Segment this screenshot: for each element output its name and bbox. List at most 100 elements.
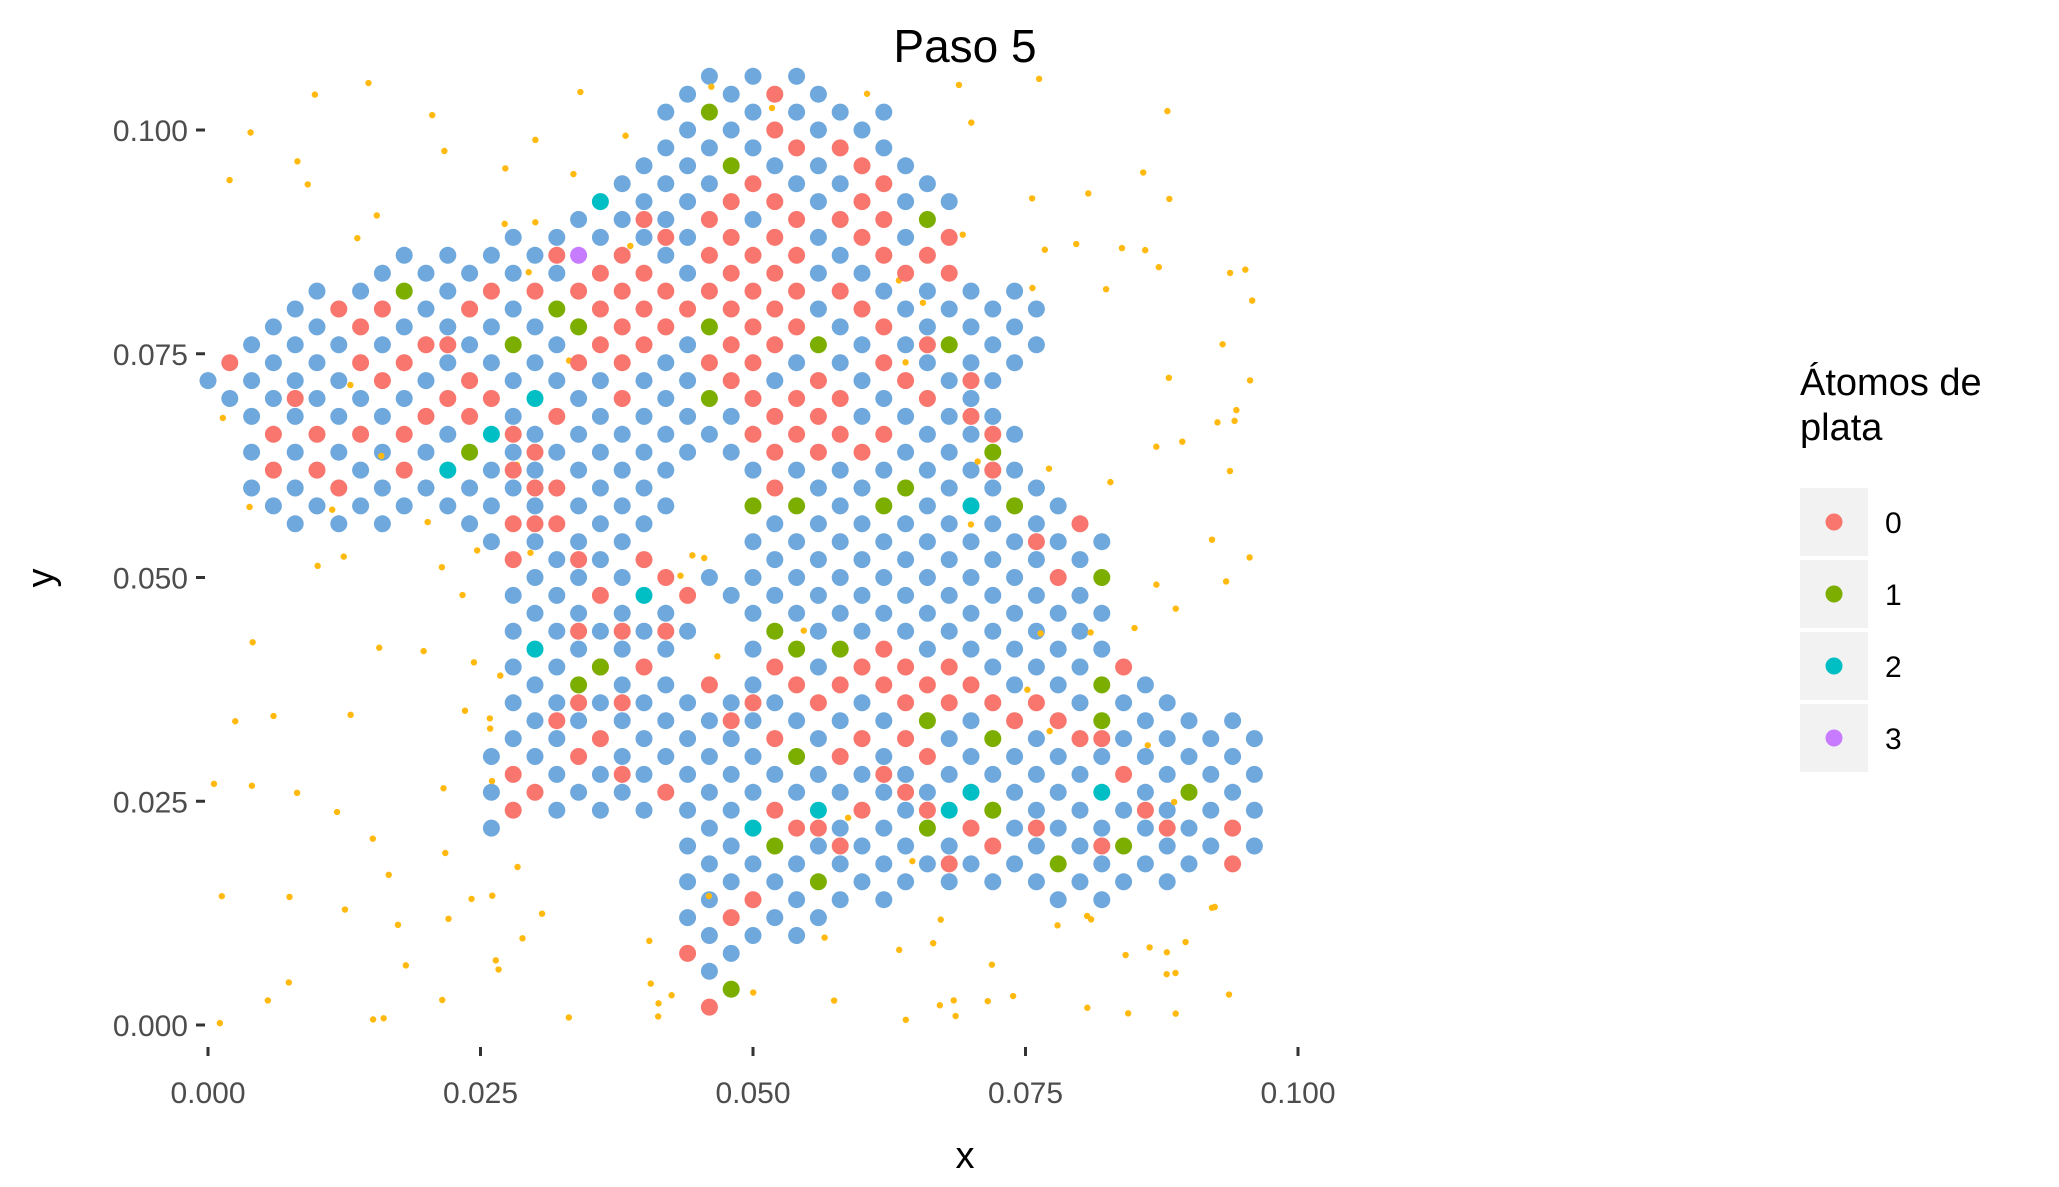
- lattice-point: [700, 748, 718, 765]
- data-point-series-1: [809, 873, 827, 891]
- lattice-point: [330, 443, 348, 461]
- lattice-point: [264, 318, 282, 336]
- silver-atom-point: [354, 234, 361, 242]
- plot-area: [199, 67, 1263, 1027]
- lattice-point: [1202, 837, 1220, 855]
- lattice-point: [635, 372, 653, 390]
- lattice-point: [788, 712, 806, 730]
- data-point-series-0: [766, 407, 784, 425]
- lattice-point: [504, 658, 522, 676]
- silver-atom-point: [439, 996, 446, 1004]
- data-point-series-0: [1093, 837, 1111, 855]
- silver-atom-point: [1246, 554, 1253, 561]
- lattice-point: [788, 855, 806, 873]
- lattice-point: [264, 390, 282, 407]
- data-point-series-0: [875, 318, 893, 336]
- lattice-point: [940, 622, 958, 640]
- lattice-point: [1049, 676, 1067, 694]
- lattice-point: [461, 515, 479, 533]
- lattice-point: [809, 300, 827, 318]
- lattice-point: [831, 855, 849, 873]
- lattice-point: [526, 497, 544, 515]
- lattice-point: [1006, 354, 1024, 372]
- silver-atom-point: [347, 381, 354, 389]
- lattice-point: [570, 604, 588, 622]
- data-point-series-0: [897, 658, 915, 676]
- data-point-series-0: [766, 300, 784, 318]
- lattice-point: [679, 121, 697, 139]
- data-point-series-0: [352, 425, 370, 443]
- lattice-point: [570, 712, 588, 730]
- data-point-series-0: [853, 801, 871, 819]
- lattice-point: [548, 372, 566, 390]
- data-point-series-1: [700, 103, 718, 121]
- silver-atom-point: [501, 220, 508, 228]
- lattice-point: [286, 407, 304, 425]
- lattice-point: [1006, 604, 1024, 622]
- data-point-series-0: [962, 407, 980, 425]
- data-point-series-0: [722, 712, 740, 730]
- silver-atom-point: [293, 789, 301, 797]
- data-point-series-0: [526, 282, 544, 300]
- silver-atom-point: [445, 915, 452, 923]
- silver-atom-point: [210, 780, 218, 788]
- lattice-point: [548, 622, 566, 640]
- lattice-point: [679, 228, 697, 246]
- lattice-point: [940, 873, 958, 891]
- lattice-point: [1180, 748, 1198, 765]
- silver-atom-point: [895, 946, 903, 954]
- lattice-point: [657, 354, 675, 372]
- silver-atom-point: [1146, 944, 1153, 951]
- data-point-series-1: [395, 282, 413, 300]
- silver-atom-point: [627, 242, 634, 250]
- lattice-point: [853, 551, 871, 569]
- data-point-series-0: [657, 228, 675, 246]
- silver-atom-point: [385, 871, 392, 879]
- lattice-point: [809, 85, 827, 103]
- lattice-point: [264, 354, 282, 372]
- lattice-point: [657, 175, 675, 193]
- lattice-point: [940, 551, 958, 569]
- data-point-series-0: [657, 318, 675, 336]
- lattice-point: [809, 551, 827, 569]
- lattice-point: [809, 121, 827, 139]
- lattice-point: [788, 783, 806, 801]
- lattice-point: [831, 175, 849, 193]
- lattice-point: [1027, 336, 1045, 354]
- silver-atom-point: [525, 269, 532, 276]
- lattice-point: [657, 712, 675, 730]
- chart-title: Paso 5: [893, 20, 1036, 72]
- silver-atom-point: [1231, 417, 1238, 425]
- data-point-series-0: [548, 479, 566, 497]
- data-point-series-0: [700, 676, 718, 694]
- legend-label: 3: [1885, 723, 1902, 756]
- data-point-series-0: [591, 586, 609, 604]
- lattice-point: [766, 372, 784, 390]
- silver-atom-point: [376, 644, 383, 651]
- data-point-series-0: [788, 282, 806, 300]
- lattice-point: [1093, 533, 1111, 551]
- silver-atom-point: [1144, 742, 1151, 749]
- lattice-point: [373, 336, 391, 354]
- lattice-point: [548, 765, 566, 783]
- data-point-series-0: [570, 282, 588, 300]
- data-point-series-1: [504, 336, 522, 354]
- lattice-point: [744, 927, 762, 944]
- lattice-point: [853, 264, 871, 282]
- lattice-point: [1093, 855, 1111, 873]
- silver-atom-point: [565, 1014, 573, 1021]
- lattice-point: [722, 837, 740, 855]
- lattice-point: [1071, 694, 1089, 712]
- silver-atom-point: [1087, 629, 1094, 636]
- y-tick-label: 0.100: [113, 115, 188, 148]
- data-point-series-0: [766, 658, 784, 676]
- lattice-point: [570, 640, 588, 658]
- lattice-point: [700, 891, 718, 909]
- data-point-series-0: [461, 300, 479, 318]
- lattice-point: [962, 354, 980, 372]
- silver-atom-point: [1153, 443, 1160, 450]
- lattice-point: [548, 264, 566, 282]
- lattice-point: [788, 569, 806, 586]
- lattice-point: [1006, 282, 1024, 300]
- data-point-series-0: [853, 228, 871, 246]
